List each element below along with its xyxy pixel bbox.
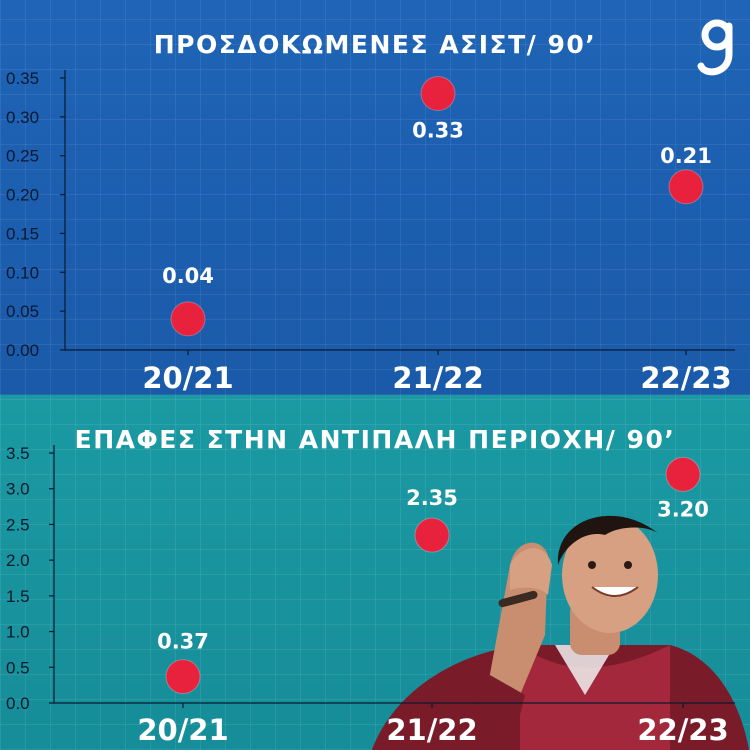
box-touches-chart: 0.0 0.5 1.0 1.5 2.0 2.5 3.0 3.5 20/21 21/22 22/23 0… xyxy=(6,444,735,747)
data-point xyxy=(665,456,701,492)
y-tick-label: 0.00 xyxy=(6,341,39,360)
data-label: 3.20 xyxy=(657,497,709,521)
data-point xyxy=(668,169,704,205)
y-tick-label: 1.5 xyxy=(6,587,30,606)
y-tick-label: 0.30 xyxy=(6,108,39,127)
y-tick-label: 0.0 xyxy=(6,694,30,713)
y-tick-label: 0.20 xyxy=(6,186,39,205)
brand-logo-icon xyxy=(697,19,733,76)
x-tick-label: 20/21 xyxy=(142,361,233,395)
player-photo xyxy=(371,515,750,750)
y-tick-label: 0.35 xyxy=(6,69,39,88)
x-tick-label: 21/22 xyxy=(386,713,477,747)
data-point xyxy=(170,301,206,337)
x-tick-label: 21/22 xyxy=(392,361,483,395)
data-point xyxy=(165,659,201,695)
y-tick-label: 0.25 xyxy=(6,147,39,166)
data-label: 0.37 xyxy=(157,630,209,654)
y-tick-label: 2.5 xyxy=(6,515,30,534)
y-tick-label: 1.0 xyxy=(6,623,30,642)
axis-line xyxy=(64,70,735,351)
y-tick-label: 0.5 xyxy=(6,658,30,677)
y-tick-label: 0.10 xyxy=(6,263,39,282)
axis-line xyxy=(53,445,735,704)
chart-title: ΕΠΑΦΕΣ ΣΤΗΝ ΑΝΤΙΠΑΛΗ ΠΕΡΙΟΧΗ/ 90’ xyxy=(74,425,676,454)
y-tick-label: 0.05 xyxy=(6,302,39,321)
expected-assists-chart: 0.00 0.05 0.10 0.15 0.20 0.25 0.30 0.35 20/21 21/… xyxy=(6,69,735,395)
x-tick-label: 22/23 xyxy=(637,713,728,747)
y-tick-label: 2.0 xyxy=(6,551,30,570)
data-label: 2.35 xyxy=(406,486,458,510)
x-tick-label: 20/21 xyxy=(137,713,228,747)
data-label: 0.21 xyxy=(660,144,712,168)
box-touches-panel: ΕΠΑΦΕΣ ΣΤΗΝ ΑΝΤΙΠΑΛΗ ΠΕΡΙΟΧΗ/ 90’ 0.0 0.5… xyxy=(0,395,750,750)
data-label: 0.33 xyxy=(412,119,464,143)
data-point xyxy=(420,76,456,112)
data-label: 0.04 xyxy=(162,264,214,288)
data-point xyxy=(414,517,450,553)
x-tick-label: 22/23 xyxy=(640,361,731,395)
y-tick-label: 3.0 xyxy=(6,480,30,499)
y-tick-label: 3.5 xyxy=(6,444,30,463)
chart-title: ΠΡΟΣΔΟΚΩΜΕΝΕΣ ΑΣΙΣΤ/ 90’ xyxy=(153,30,597,59)
y-tick-label: 0.15 xyxy=(6,224,39,243)
expected-assists-panel: ΠΡΟΣΔΟΚΩΜΕΝΕΣ ΑΣΙΣΤ/ 90’ 0.00 0.05 0.10 0.1… xyxy=(0,0,750,395)
